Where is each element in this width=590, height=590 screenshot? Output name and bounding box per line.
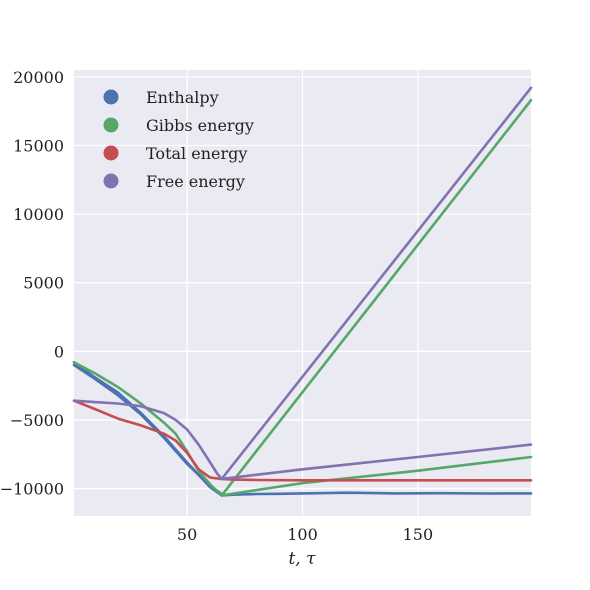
legend-label: Enthalpy [146, 88, 219, 107]
x-axis-label: t, τ [288, 549, 316, 569]
series-line-2 [72, 360, 223, 497]
y-tick-label: 5000 [23, 274, 64, 293]
y-tick-label: 15000 [13, 136, 64, 155]
y-tick-label: 0 [54, 342, 64, 361]
legend-marker [103, 89, 119, 105]
grid [74, 70, 531, 516]
legend-label: Total energy [146, 144, 247, 163]
legend-label: Gibbs energy [146, 116, 254, 135]
y-tick-label: 10000 [13, 205, 64, 224]
y-tick-labels: −10000 −5000 0 5000 10000 15000 20000 [0, 68, 64, 499]
y-tick-label: −10000 [0, 480, 64, 499]
y-tick-label: 20000 [13, 68, 64, 87]
legend-marker [103, 145, 119, 161]
series-line-1 [72, 360, 223, 496]
series-line-3 [220, 98, 533, 497]
y-tick-label: −5000 [10, 411, 64, 430]
series-line-8 [220, 443, 533, 481]
series-line-4 [220, 455, 533, 497]
series-group [72, 86, 533, 497]
legend-marker [103, 117, 119, 133]
legend-label: Free energy [146, 172, 245, 191]
legend-marker [103, 173, 119, 189]
x-tick-label: 150 [403, 525, 434, 544]
x-tick-label: 50 [177, 525, 197, 544]
x-tick-label: 100 [287, 525, 318, 544]
series-line-7 [220, 86, 533, 481]
x-tick-labels: 50 100 150 [177, 525, 433, 544]
series-line-5 [72, 399, 533, 482]
series-line-6 [72, 399, 223, 481]
legend: Enthalpy Gibbs energy Total energy Free ene… [103, 88, 254, 191]
